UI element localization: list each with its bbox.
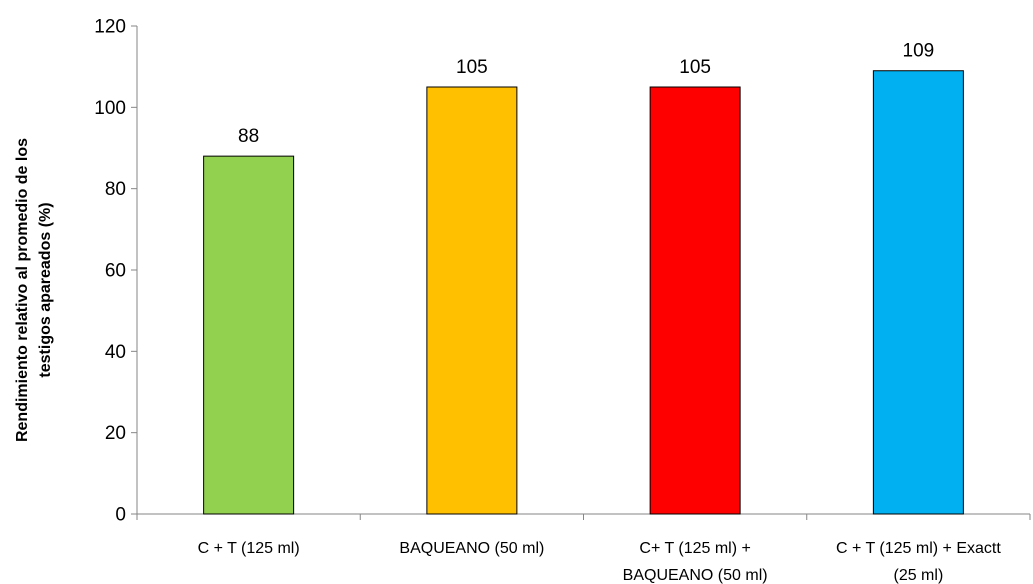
bar [426, 86, 518, 515]
y-tick-label: 20 [105, 423, 126, 444]
x-category-label: BAQUEANO (50 ml) [399, 540, 544, 557]
x-category-label: (25 ml) [893, 567, 943, 584]
category-labels: C + T (125 ml) BAQUEANO (50 ml) C+ T (125 … [198, 540, 1002, 584]
data-label: 109 [903, 41, 935, 62]
y-tick-label: 40 [105, 342, 126, 363]
x-category-label: C+ T (125 ml) + [639, 540, 750, 557]
y-tick-label: 80 [105, 179, 126, 200]
y-tick-label: 60 [105, 261, 126, 282]
data-label: 105 [456, 57, 488, 78]
y-tick-label: 100 [94, 98, 126, 119]
bar [649, 86, 741, 515]
x-category-label: C + T (125 ml) + Exactt [836, 540, 1001, 557]
x-category-label: C + T (125 ml) [198, 540, 300, 557]
y-axis-title: Rendimiento relativo al promedio de los t… [14, 138, 54, 442]
y-axis-title-line: Rendimiento relativo al promedio de los [14, 138, 31, 442]
x-axis [136, 513, 1031, 520]
data-labels: 88 105 105 109 [238, 41, 934, 147]
y-axis-title-line: testigos apareados (%) [37, 202, 54, 377]
y-tick-label: 120 [94, 17, 126, 38]
bars [203, 70, 964, 515]
data-label: 105 [679, 57, 711, 78]
bar [872, 70, 964, 515]
x-category-label: BAQUEANO (50 ml) [623, 567, 768, 584]
y-axis: 0 20 40 60 80 100 120 [94, 17, 138, 526]
bar [203, 155, 295, 515]
y-tick-label: 0 [115, 505, 126, 526]
data-label: 88 [238, 126, 259, 147]
